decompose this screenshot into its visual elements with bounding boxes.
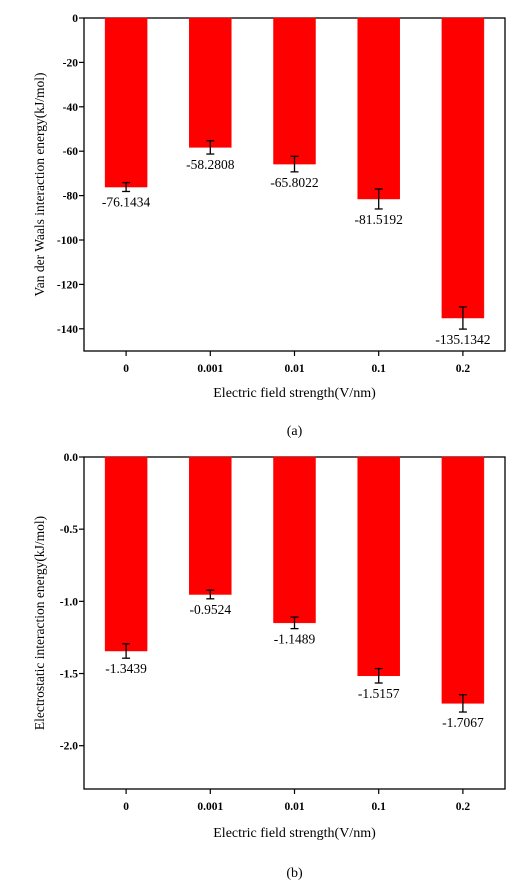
data-label: -135.1342 (435, 332, 490, 347)
y-tick-label: 0 (72, 13, 78, 25)
x-axis-label: Electric field strength(V/nm) (213, 826, 376, 841)
bar (273, 17, 316, 165)
data-label: -65.8022 (270, 175, 318, 190)
x-tick-label: 0.1 (372, 363, 387, 375)
data-label: -1.3439 (105, 661, 147, 676)
y-tick-label: -1.0 (60, 596, 78, 608)
bar (104, 17, 148, 188)
x-axis-label: Electric field strength(V/nm) (213, 386, 376, 401)
y-tick-label: -120 (57, 279, 78, 291)
bar (441, 456, 485, 704)
y-tick-label: -60 (63, 146, 79, 158)
x-tick-label: 0.001 (197, 801, 223, 813)
data-label: -0.9524 (189, 602, 231, 617)
data-label: -1.1489 (274, 632, 316, 647)
data-label: -58.2808 (186, 157, 235, 172)
y-tick-label: -140 (57, 324, 78, 336)
y-tick-label: -40 (63, 102, 79, 114)
bar (357, 17, 400, 200)
chart-b: 0.0 -0.5 -1.0 -1.5 -2.0 -1.3439 0 -0.9524 0.001 -… (32, 452, 506, 881)
y-tick-label: 0.0 (64, 452, 79, 464)
data-label: -1.5157 (358, 686, 400, 701)
data-label: -81.5192 (355, 212, 403, 227)
bar (273, 456, 316, 624)
data-label: -1.7067 (442, 715, 484, 730)
y-tick-label: -80 (63, 191, 79, 203)
x-tick-label: 0.2 (456, 801, 471, 813)
x-tick-label: 0.1 (372, 801, 387, 813)
x-tick-label: 0.001 (197, 363, 223, 375)
panel-label: (a) (287, 424, 303, 439)
bar (189, 17, 232, 148)
x-tick-label: 0 (123, 363, 129, 375)
panel-label: (b) (286, 866, 303, 881)
x-tick-label: 0.01 (284, 801, 304, 813)
y-tick-label: -20 (63, 57, 79, 69)
chart-a: 0 -20 -40 -60 -80 -100 -120 -140 -76.1434 0 -58.28… (32, 13, 506, 439)
x-tick-label: 0.01 (284, 363, 304, 375)
y-axis-label: Electrostatic interaction energy(kJ/mol) (32, 516, 47, 730)
y-axis-label: Van der Waals interaction energy(kJ/mol) (32, 72, 47, 296)
bar (441, 17, 485, 319)
x-tick-label: 0 (123, 801, 129, 813)
y-tick-label: -2.0 (60, 741, 78, 753)
bar (357, 456, 400, 677)
bar (104, 456, 148, 652)
y-tick-label: -0.5 (60, 524, 78, 536)
y-tick-label: -1.5 (60, 669, 78, 681)
y-tick-label: -100 (57, 235, 78, 247)
data-label: -76.1434 (102, 194, 151, 209)
x-tick-label: 0.2 (456, 363, 471, 375)
bar (189, 456, 232, 595)
